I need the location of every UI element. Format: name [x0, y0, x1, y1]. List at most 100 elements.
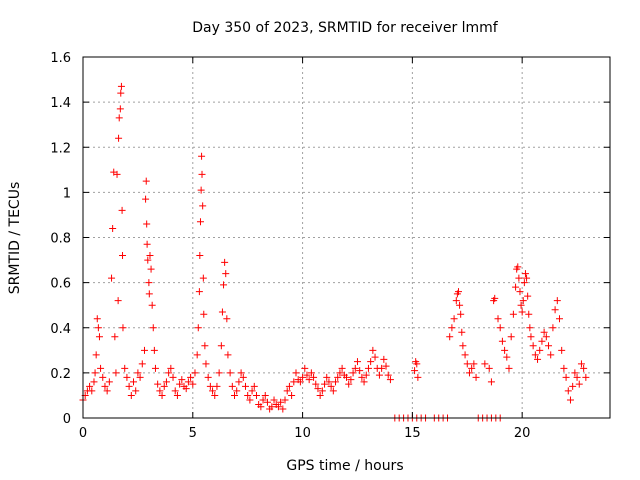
data-point — [134, 369, 142, 377]
data-point — [195, 288, 203, 296]
data-point — [144, 256, 152, 264]
data-point — [94, 324, 102, 332]
data-point — [115, 114, 123, 122]
data-point — [413, 360, 421, 368]
data-point — [378, 364, 386, 372]
data-point — [456, 301, 464, 309]
data-point — [119, 324, 127, 332]
data-point — [347, 376, 355, 384]
data-point — [279, 405, 287, 413]
data-point — [218, 308, 226, 316]
data-point — [353, 358, 361, 366]
data-point — [241, 382, 249, 390]
data-point — [274, 403, 282, 411]
data-point — [90, 378, 98, 386]
data-point — [468, 364, 476, 372]
data-point — [233, 387, 241, 395]
data-point — [105, 378, 113, 386]
grid-lines — [83, 57, 610, 418]
data-point — [140, 346, 148, 354]
y-tick-label: 0 — [63, 412, 71, 427]
data-point — [95, 333, 103, 341]
data-point — [221, 258, 229, 266]
data-point — [193, 351, 201, 359]
data-point — [93, 315, 101, 323]
data-point — [461, 351, 469, 359]
data-point — [325, 378, 333, 386]
data-point — [549, 324, 557, 332]
y-tick-label: 1.4 — [50, 96, 71, 111]
data-point — [113, 170, 121, 178]
data-point — [321, 380, 329, 388]
data-point — [534, 355, 542, 363]
data-point — [184, 378, 192, 386]
data-point — [386, 376, 394, 384]
data-point — [524, 292, 532, 300]
data-point — [515, 274, 523, 282]
x-axis-label: GPS time / hours — [286, 458, 403, 474]
data-point — [582, 373, 590, 381]
data-point — [345, 380, 353, 388]
data-point — [566, 396, 574, 404]
data-point — [165, 369, 173, 377]
data-point — [217, 342, 225, 350]
data-point — [252, 391, 260, 399]
data-point — [459, 342, 467, 350]
data-point — [199, 274, 207, 282]
x-tick-label: 10 — [294, 426, 311, 441]
data-point — [507, 333, 515, 341]
data-point — [112, 369, 120, 377]
data-point — [132, 387, 140, 395]
data-point — [97, 364, 105, 372]
data-point — [452, 297, 460, 305]
data-point — [521, 270, 529, 278]
y-tick-label: 0.6 — [50, 277, 71, 292]
data-point — [226, 369, 234, 377]
data-point — [305, 376, 313, 384]
data-point — [307, 369, 315, 377]
data-point — [187, 373, 195, 381]
data-point — [516, 288, 524, 296]
data-point — [111, 333, 119, 341]
x-tick-label: 15 — [404, 426, 421, 441]
data-point — [283, 387, 291, 395]
data-point — [457, 310, 465, 318]
data-point — [116, 105, 124, 113]
data-point — [446, 333, 454, 341]
data-point — [536, 346, 544, 354]
data-point — [211, 391, 219, 399]
data-point — [558, 346, 566, 354]
data-point — [514, 263, 522, 271]
data-point — [147, 265, 155, 273]
data-point — [206, 382, 214, 390]
data-point — [201, 342, 209, 350]
data-point — [380, 355, 388, 363]
data-point — [343, 373, 350, 381]
data-point — [119, 252, 127, 260]
data-point — [571, 369, 579, 377]
data-point — [215, 369, 223, 377]
data-point — [414, 373, 422, 381]
data-point — [505, 364, 513, 372]
data-point — [551, 306, 559, 314]
data-point — [360, 378, 368, 386]
data-point — [292, 369, 300, 377]
data-point — [485, 364, 493, 372]
data-point — [411, 367, 419, 375]
data-point — [156, 387, 164, 395]
data-point — [127, 391, 135, 399]
data-point — [312, 380, 320, 388]
data-point — [200, 310, 208, 318]
data-point — [318, 387, 326, 395]
data-point — [560, 364, 568, 372]
data-point — [160, 382, 168, 390]
data-point — [540, 328, 548, 336]
y-tick-label: 1.6 — [50, 51, 71, 66]
data-point — [130, 378, 138, 386]
data-point — [123, 373, 131, 381]
x-tick-label: 5 — [189, 426, 197, 441]
data-point — [375, 371, 383, 379]
data-point — [222, 270, 230, 278]
data-point — [382, 362, 390, 370]
data-point — [356, 367, 364, 375]
